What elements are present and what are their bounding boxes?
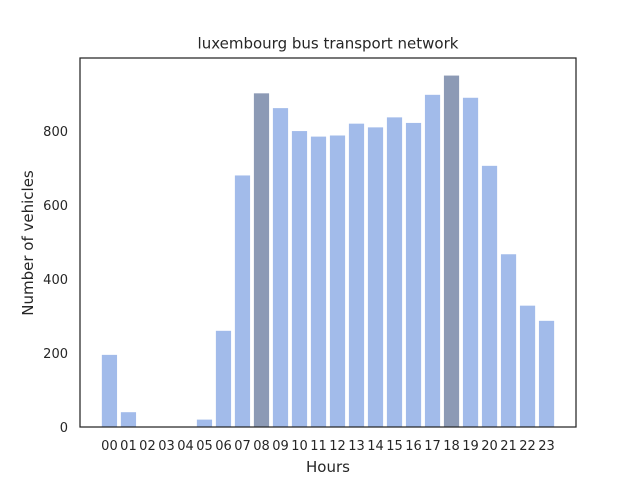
x-tick-label-02: 02 xyxy=(139,439,156,454)
bar-08 xyxy=(253,93,270,427)
y-tick-label-200: 200 xyxy=(43,347,68,362)
bar-01 xyxy=(120,412,137,427)
x-tick-label-22: 22 xyxy=(519,439,536,454)
x-tick-label-04: 04 xyxy=(177,439,194,454)
bar-19 xyxy=(462,97,479,428)
x-tick-label-17: 17 xyxy=(424,439,441,454)
bar-12 xyxy=(329,135,346,427)
bar-10 xyxy=(291,131,308,427)
bar-06 xyxy=(215,330,232,427)
plot-frame xyxy=(79,57,577,428)
bar-15 xyxy=(386,117,403,428)
bar-07 xyxy=(234,175,251,427)
x-tick-label-12: 12 xyxy=(329,439,346,454)
x-tick-label-05: 05 xyxy=(196,439,213,454)
x-tick-label-10: 10 xyxy=(291,439,308,454)
bar-22 xyxy=(519,305,536,427)
bar-13 xyxy=(348,123,365,427)
bar-00 xyxy=(101,354,118,427)
x-tick-label-18: 18 xyxy=(443,439,460,454)
bar-17 xyxy=(424,94,441,427)
bar-16 xyxy=(405,122,422,428)
x-tick-label-21: 21 xyxy=(500,439,517,454)
bars-group xyxy=(101,75,555,428)
x-tick-label-14: 14 xyxy=(367,439,384,454)
bar-11 xyxy=(310,136,327,428)
bar-23 xyxy=(538,320,555,427)
x-tick-label-09: 09 xyxy=(272,439,289,454)
x-tick-label-00: 00 xyxy=(101,439,118,454)
y-tick-label-800: 800 xyxy=(43,125,68,140)
x-tick-label-23: 23 xyxy=(538,439,555,454)
x-tick-label-03: 03 xyxy=(158,439,175,454)
x-tick-label-15: 15 xyxy=(386,439,403,454)
y-tick-label-0: 0 xyxy=(60,421,68,436)
x-tick-label-08: 08 xyxy=(253,439,270,454)
x-axis-label: Hours xyxy=(306,458,350,476)
x-tick-label-06: 06 xyxy=(215,439,232,454)
y-tick-label-600: 600 xyxy=(43,199,68,214)
x-tick-label-19: 19 xyxy=(462,439,479,454)
y-tick-label-400: 400 xyxy=(43,273,68,288)
chart-title: luxembourg bus transport network xyxy=(198,35,459,53)
x-tick-label-16: 16 xyxy=(405,439,422,454)
bar-09 xyxy=(272,108,289,428)
bar-05 xyxy=(196,419,213,427)
bar-20 xyxy=(481,165,498,427)
bar-21 xyxy=(500,254,517,427)
x-tick-label-07: 07 xyxy=(234,439,251,454)
x-tick-label-01: 01 xyxy=(120,439,137,454)
x-tick-label-13: 13 xyxy=(348,439,365,454)
bar-14 xyxy=(367,127,384,428)
y-axis-label: Number of vehicles xyxy=(19,170,37,316)
x-tick-label-11: 11 xyxy=(310,439,327,454)
x-tick-label-20: 20 xyxy=(481,439,498,454)
x-axis-ticks: 00 01 02 03 04 05 06 07 08 09 10 11 12 13 14 15 16 17 18 19… xyxy=(101,439,555,454)
bar-18 xyxy=(443,75,460,427)
y-axis-ticks: 0 200 400 600 800 xyxy=(43,125,68,436)
